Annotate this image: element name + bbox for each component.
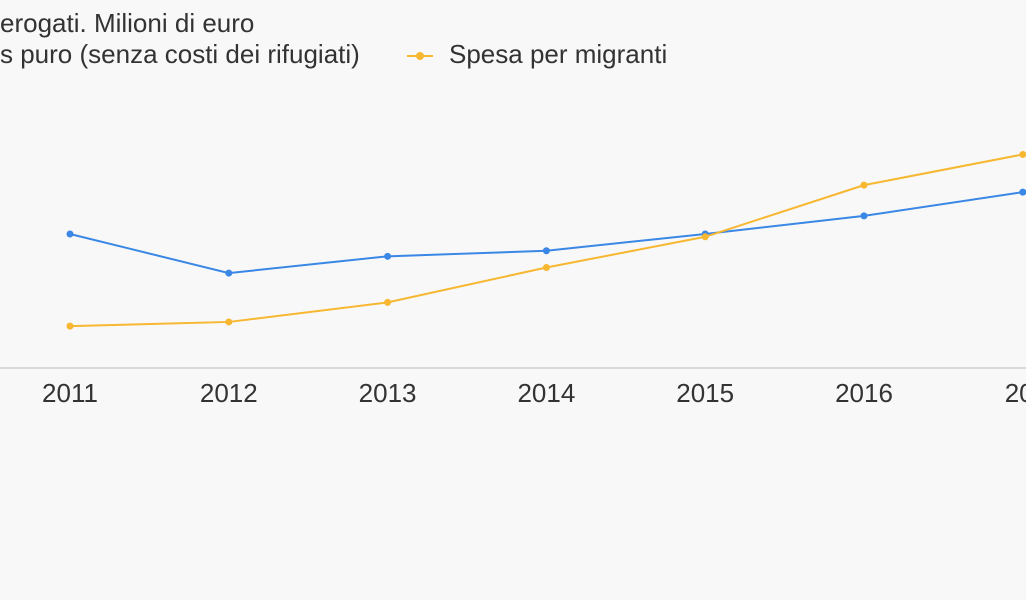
plot-area: 2011 2012 2013 2014 2015 2016 20. (0, 150, 1026, 408)
series-1-point (542, 247, 550, 255)
series-1-line (69, 191, 1023, 275)
series-2-line (69, 153, 1023, 328)
series-2-point (860, 181, 868, 189)
series-1-point (66, 230, 74, 238)
x-tick-label: 2012 (200, 378, 258, 408)
series-2-point (701, 233, 709, 241)
x-tick-label: 20. (1005, 378, 1026, 408)
x-tick-label: 2015 (676, 378, 734, 408)
legend-series-2-marker (416, 52, 424, 60)
legend-series-2-label: Spesa per migranti (449, 39, 667, 69)
series-2-point (1019, 150, 1026, 158)
x-tick-label: 2014 (517, 378, 575, 408)
legend-series-2: Spesa per migranti (407, 39, 667, 69)
series-1-point (225, 269, 233, 277)
series-2-point (66, 322, 74, 330)
legend-series-1-label: s puro (senza costi dei rifugiati) (0, 39, 360, 69)
x-tick-label: 2011 (42, 378, 98, 408)
x-tick-label: 2016 (835, 378, 893, 408)
x-tick-label: 2013 (359, 378, 417, 408)
series-1-point (384, 252, 392, 260)
chart-title-line-1: erogati. Milioni di euro (0, 8, 254, 38)
series-2-point (384, 298, 392, 306)
series-1-point (860, 212, 868, 220)
series-2-point (542, 264, 550, 271)
series-1-point (1019, 188, 1026, 196)
series-2-point (225, 318, 233, 326)
